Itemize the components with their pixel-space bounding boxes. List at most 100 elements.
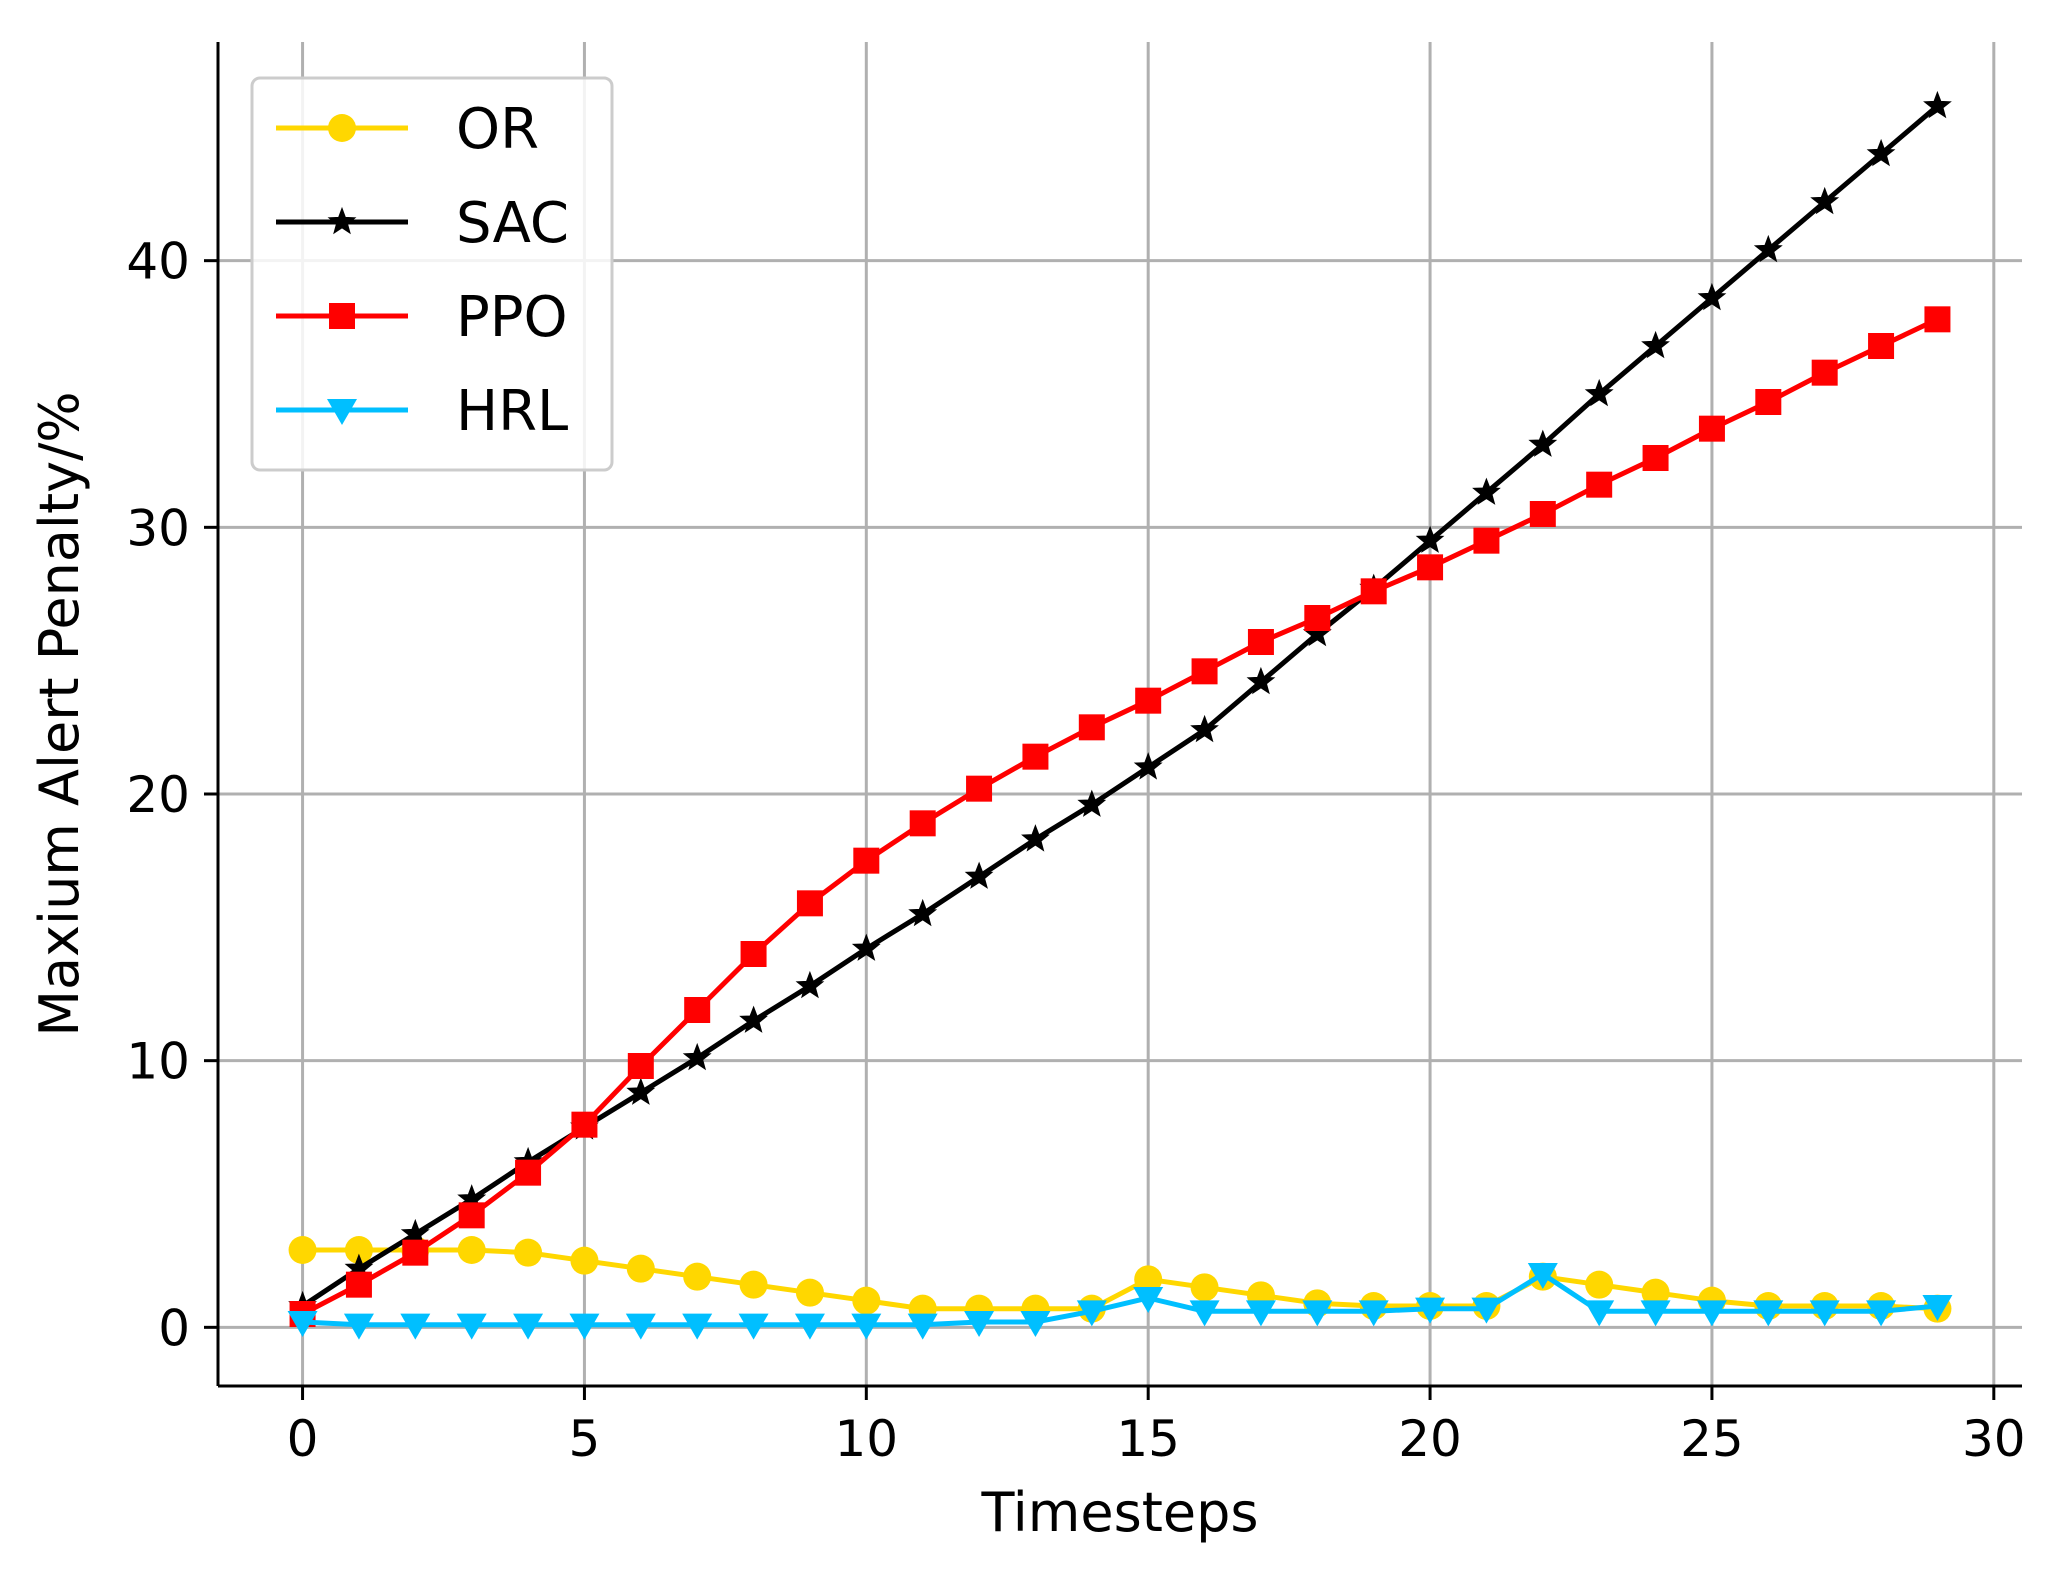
data-point-hrl-8 <box>738 1313 769 1340</box>
data-point-ppo-14 <box>1078 714 1105 741</box>
series-line-or <box>302 1247 1938 1312</box>
legend-item-sac: SAC <box>276 191 569 256</box>
data-point-sac-28 <box>1866 138 1896 167</box>
data-point-hrl-12 <box>964 1311 995 1337</box>
legend-marker-sac <box>327 206 357 235</box>
data-point-sac-26 <box>1753 234 1783 263</box>
data-point-hrl-13 <box>1020 1311 1051 1337</box>
data-point-sac-7 <box>682 1042 712 1071</box>
x-tick-label-20: 20 <box>1398 1410 1462 1468</box>
data-point-ppo-21 <box>1473 527 1500 554</box>
data-point-sac-10 <box>851 933 881 961</box>
data-point-sac-16 <box>1190 714 1219 743</box>
x-tick-label-0: 0 <box>287 1410 319 1468</box>
data-point-ppo-3 <box>458 1202 485 1229</box>
data-point-hrl-26 <box>1753 1300 1784 1327</box>
x-tick-label-25: 25 <box>1680 1410 1744 1468</box>
data-point-or-4 <box>514 1238 543 1267</box>
data-point-hrl-24 <box>1640 1300 1671 1327</box>
data-point-ppo-27 <box>1811 359 1838 386</box>
data-point-hrl-23 <box>1584 1300 1615 1327</box>
data-point-hrl-25 <box>1696 1300 1727 1327</box>
data-point-ppo-9 <box>796 890 823 917</box>
data-point-hrl-20 <box>1415 1297 1446 1324</box>
data-point-sac-2 <box>400 1218 430 1247</box>
axes <box>216 42 2022 1388</box>
x-tick-label-15: 15 <box>1116 1410 1180 1468</box>
data-point-hrl-11 <box>907 1313 938 1340</box>
data-point-ppo-12 <box>966 775 993 802</box>
data-point-hrl-29 <box>1922 1295 1953 1321</box>
ticks: 0 5 10 15 20 25 30 0 10 20 30 40 <box>126 233 2025 1468</box>
data-point-or-24 <box>1641 1278 1670 1307</box>
series-layer <box>287 90 1953 1340</box>
series-hrl <box>287 1263 1953 1340</box>
data-point-ppo-2 <box>402 1239 429 1266</box>
data-point-or-5 <box>570 1246 599 1275</box>
data-point-or-1 <box>344 1236 373 1264</box>
data-point-hrl-17 <box>1245 1300 1276 1327</box>
data-point-ppo-18 <box>1304 605 1331 631</box>
data-point-sac-8 <box>739 1005 768 1033</box>
data-point-sac-11 <box>908 898 938 927</box>
data-point-hrl-2 <box>400 1313 431 1340</box>
data-point-hrl-6 <box>625 1313 656 1340</box>
legend-marker-hrl <box>327 399 357 425</box>
data-point-hrl-1 <box>343 1313 374 1340</box>
data-point-sac-12 <box>964 861 994 889</box>
data-point-hrl-19 <box>1358 1300 1389 1327</box>
data-point-ppo-6 <box>627 1053 654 1079</box>
legend-box <box>250 76 614 472</box>
data-point-ppo-28 <box>1868 333 1895 359</box>
data-point-ppo-13 <box>1022 743 1049 770</box>
data-point-ppo-7 <box>684 997 711 1023</box>
data-point-or-15 <box>1134 1265 1163 1294</box>
data-point-sac-14 <box>1077 789 1107 817</box>
x-tick-label-5: 5 <box>569 1410 601 1468</box>
y-axis-label: Maxium Alert Penalty/% <box>28 391 91 1036</box>
data-point-sac-23 <box>1584 378 1614 407</box>
data-point-ppo-10 <box>853 847 880 874</box>
data-point-hrl-9 <box>794 1313 825 1340</box>
data-point-or-7 <box>683 1262 712 1291</box>
legend-marker-or <box>328 114 356 142</box>
data-point-sac-22 <box>1528 429 1558 457</box>
legend: OR SAC PPO HRL <box>250 76 614 472</box>
data-point-ppo-4 <box>515 1159 542 1186</box>
data-point-ppo-15 <box>1135 687 1162 714</box>
data-point-hrl-28 <box>1866 1300 1897 1327</box>
series-line-hrl <box>302 1271 1938 1328</box>
data-point-hrl-7 <box>682 1313 713 1340</box>
data-point-ppo-16 <box>1191 658 1218 685</box>
data-point-sac-20 <box>1415 525 1445 553</box>
data-point-sac-25 <box>1697 282 1727 311</box>
x-tick-label-30: 30 <box>1962 1410 2026 1468</box>
legend-item-ppo: PPO <box>276 285 568 350</box>
data-point-ppo-26 <box>1755 389 1782 415</box>
data-point-ppo-24 <box>1642 445 1669 471</box>
data-point-hrl-16 <box>1189 1300 1220 1327</box>
data-point-or-6 <box>626 1254 655 1283</box>
legend-marker-ppo <box>329 303 355 329</box>
data-point-sac-6 <box>626 1077 656 1105</box>
data-point-ppo-11 <box>909 810 936 837</box>
data-point-or-3 <box>457 1236 486 1264</box>
legend-label-ppo: PPO <box>456 285 568 350</box>
data-point-ppo-23 <box>1586 471 1613 498</box>
data-point-hrl-22 <box>1527 1263 1558 1289</box>
x-tick-label-10: 10 <box>835 1410 899 1468</box>
series-ppo <box>289 306 1951 1327</box>
data-point-ppo-20 <box>1417 554 1444 581</box>
legend-item-hrl: HRL <box>276 379 568 444</box>
data-point-hrl-21 <box>1471 1297 1502 1324</box>
data-point-sac-9 <box>795 970 825 999</box>
y-tick-label-10: 10 <box>126 1033 190 1091</box>
data-point-sac-13 <box>1021 824 1050 852</box>
x-axis-label: Timesteps <box>980 1481 1258 1544</box>
data-point-hrl-15 <box>1133 1287 1164 1313</box>
data-point-hrl-3 <box>456 1313 487 1340</box>
legend-label-sac: SAC <box>456 191 569 256</box>
legend-item-or: OR <box>276 97 539 162</box>
data-point-or-10 <box>852 1286 881 1315</box>
data-point-ppo-25 <box>1698 415 1725 442</box>
